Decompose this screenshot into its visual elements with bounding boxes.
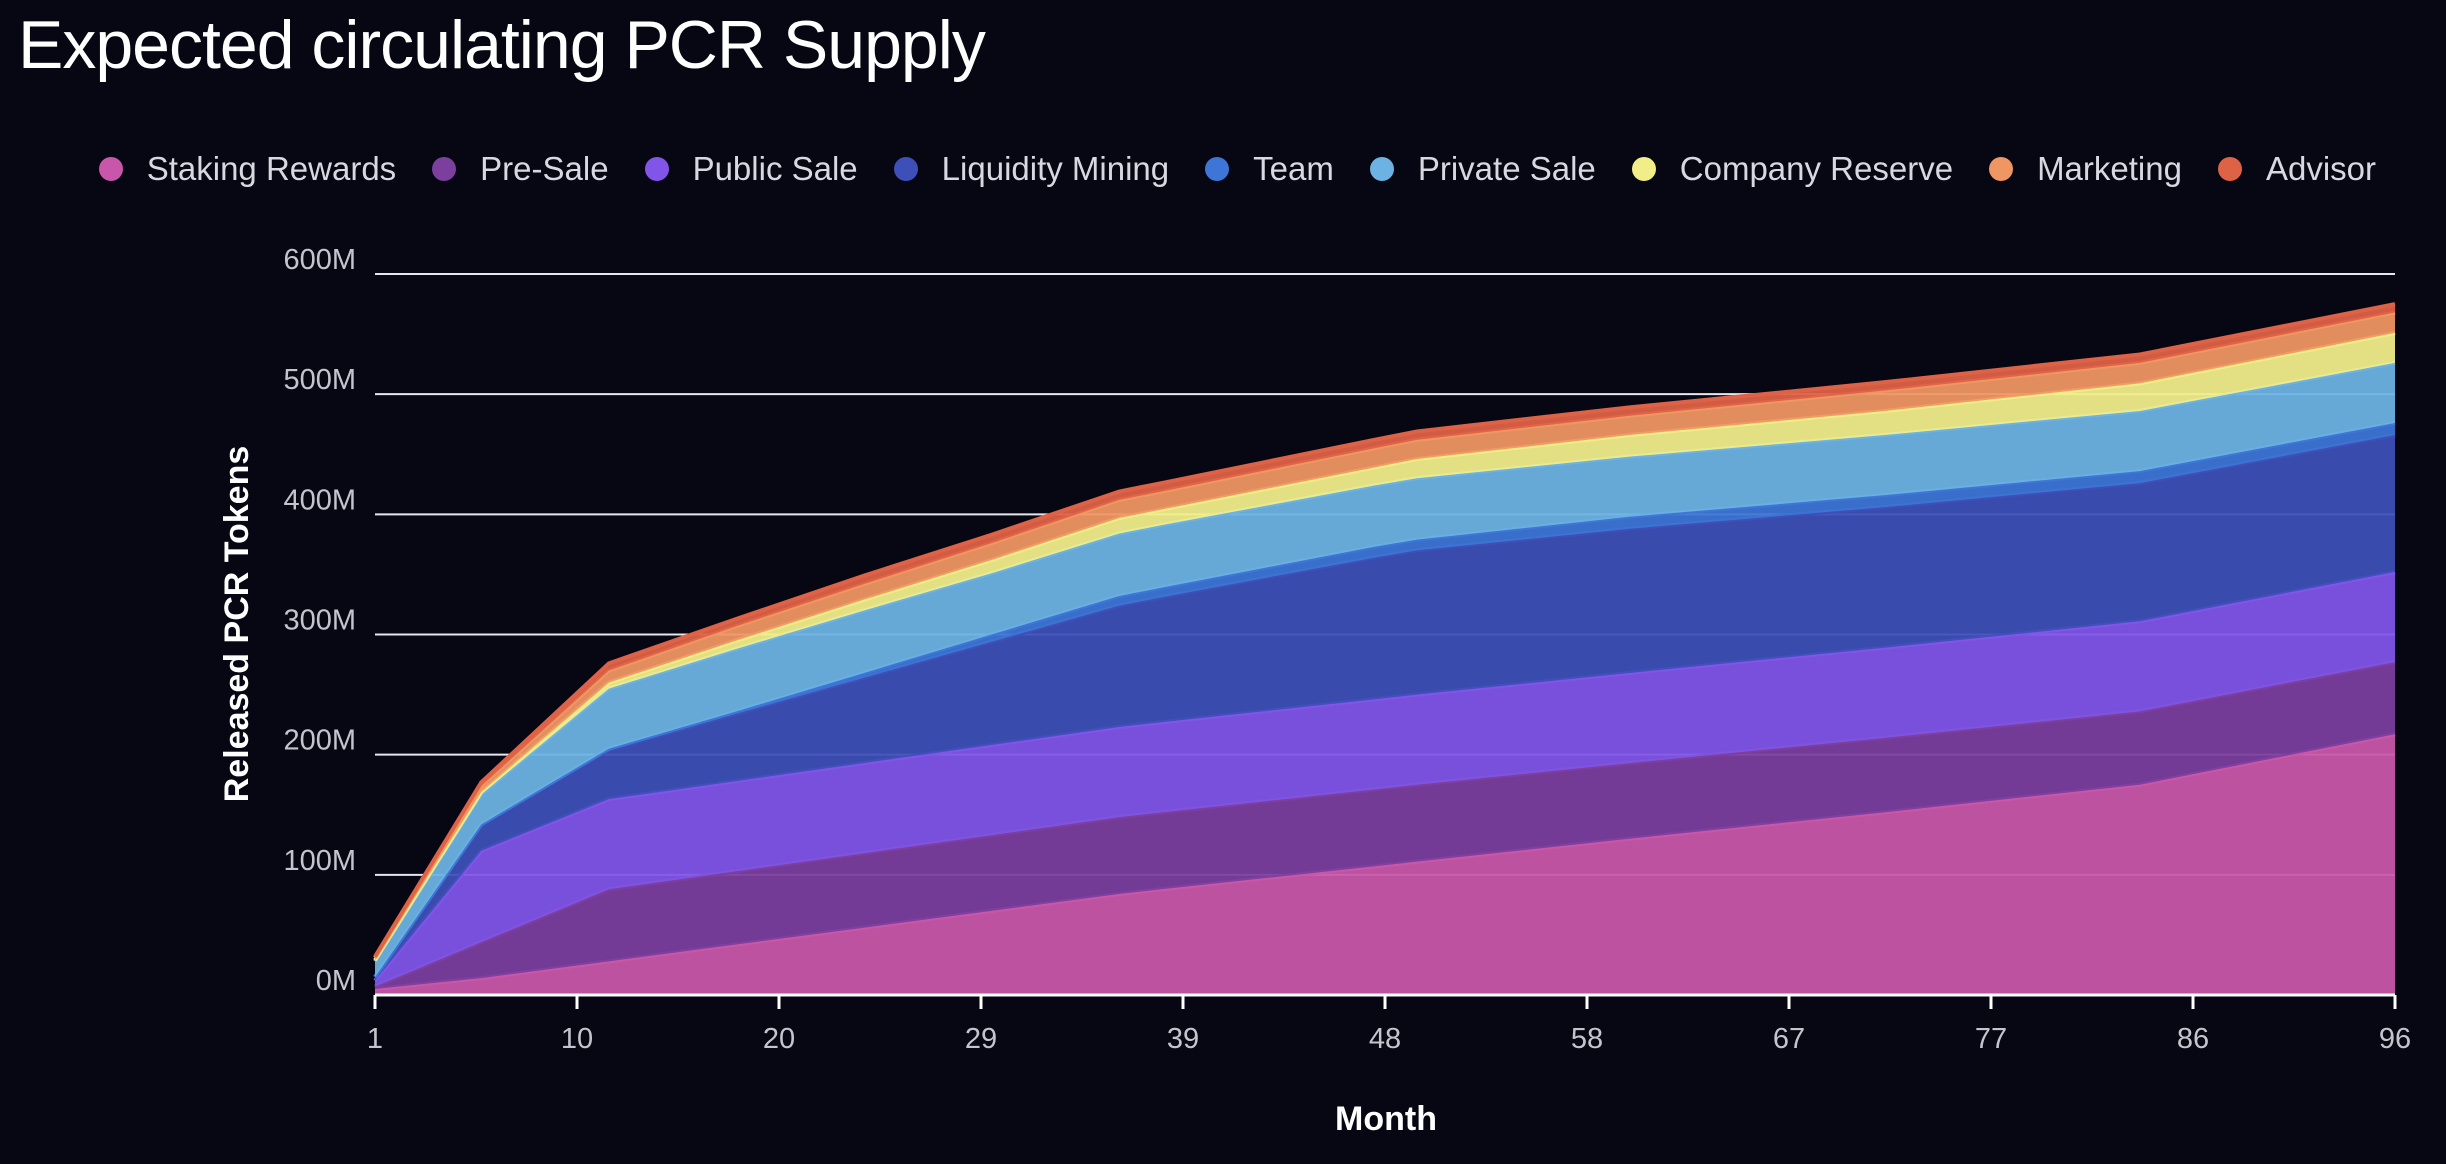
legend-swatch-icon (98, 157, 123, 181)
legend-item-pre-sale[interactable]: Pre-Sale (432, 150, 609, 188)
y-axis-title: Released PCR Tokens (218, 446, 256, 803)
series-areas (373, 302, 2396, 995)
legend-item-liquidity-mining[interactable]: Liquidity Mining (893, 150, 1170, 188)
x-tick-label: 29 (965, 1023, 997, 1055)
area-liquidity-mining (375, 435, 2395, 981)
legend-label: Private Sale (1417, 150, 1596, 187)
legend-item-company-reserve[interactable]: Company Reserve (1631, 150, 1954, 188)
x-tick-label: 48 (1369, 1023, 1401, 1055)
x-tick-label: 10 (561, 1023, 593, 1055)
x-tick-label: 1 (367, 1023, 383, 1055)
x-tick-label: 58 (1571, 1023, 1603, 1055)
y-tick-label: 100M (283, 845, 356, 877)
chart-legend: Staking Rewards Pre-Sale Public Sale Liq… (0, 150, 2446, 188)
x-axis-title: Month (1335, 1100, 1437, 1138)
x-tick-label: 39 (1167, 1023, 1199, 1055)
area-private-sale (375, 362, 2395, 977)
y-tick-label: 400M (283, 484, 356, 516)
legend-swatch-icon (1631, 157, 1656, 181)
axes: 0M 100M 200M 300M 400M 500M 600M 1 10 20 29 39 48 58 6… (283, 244, 2411, 1055)
legend-label: Liquidity Mining (941, 150, 1170, 187)
legend-item-public-sale[interactable]: Public Sale (644, 150, 858, 188)
legend-swatch-icon (1989, 157, 2014, 181)
legend-label: Advisor (2265, 150, 2376, 187)
area-pre-sale (375, 662, 2395, 989)
chart-title: Expected circulating PCR Supply (18, 7, 986, 83)
area-staking-rewards (375, 734, 2395, 995)
y-tick-label: 300M (283, 605, 356, 637)
legend-label: Public Sale (692, 150, 858, 187)
legend-label: Staking Rewards (146, 150, 397, 187)
line-marketing (373, 310, 2396, 959)
area-company-reserve (375, 332, 2395, 962)
legend-item-team[interactable]: Team (1205, 150, 1334, 188)
x-tick-label: 77 (1975, 1023, 2007, 1055)
legend-item-private-sale[interactable]: Private Sale (1369, 150, 1596, 188)
legend-swatch-icon (2217, 157, 2242, 181)
legend-item-marketing[interactable]: Marketing (1989, 150, 2182, 188)
x-tick-label: 67 (1773, 1023, 1805, 1055)
legend-swatch-icon (1205, 157, 1230, 181)
y-tick-label: 600M (283, 244, 356, 276)
legend-label: Company Reserve (1679, 150, 1954, 187)
legend-swatch-icon (893, 157, 918, 181)
area-public-sale (375, 572, 2395, 987)
legend-label: Marketing (2037, 150, 2182, 187)
legend-swatch-icon (1369, 157, 1394, 181)
y-tick-label: 500M (283, 364, 356, 396)
y-tick-label: 200M (283, 725, 356, 757)
x-tick-label: 86 (2177, 1023, 2209, 1055)
x-tick-label: 20 (763, 1023, 795, 1055)
line-advisor (373, 302, 2396, 958)
legend-swatch-icon (644, 157, 669, 181)
legend-item-advisor[interactable]: Advisor (2217, 150, 2376, 188)
y-tick-label: 0M (316, 965, 356, 997)
legend-label: Pre-Sale (480, 150, 609, 187)
legend-swatch-icon (432, 157, 457, 181)
x-tick-label: 96 (2379, 1023, 2411, 1055)
legend-label: Team (1253, 150, 1334, 187)
legend-item-staking-rewards[interactable]: Staking Rewards (98, 150, 397, 188)
